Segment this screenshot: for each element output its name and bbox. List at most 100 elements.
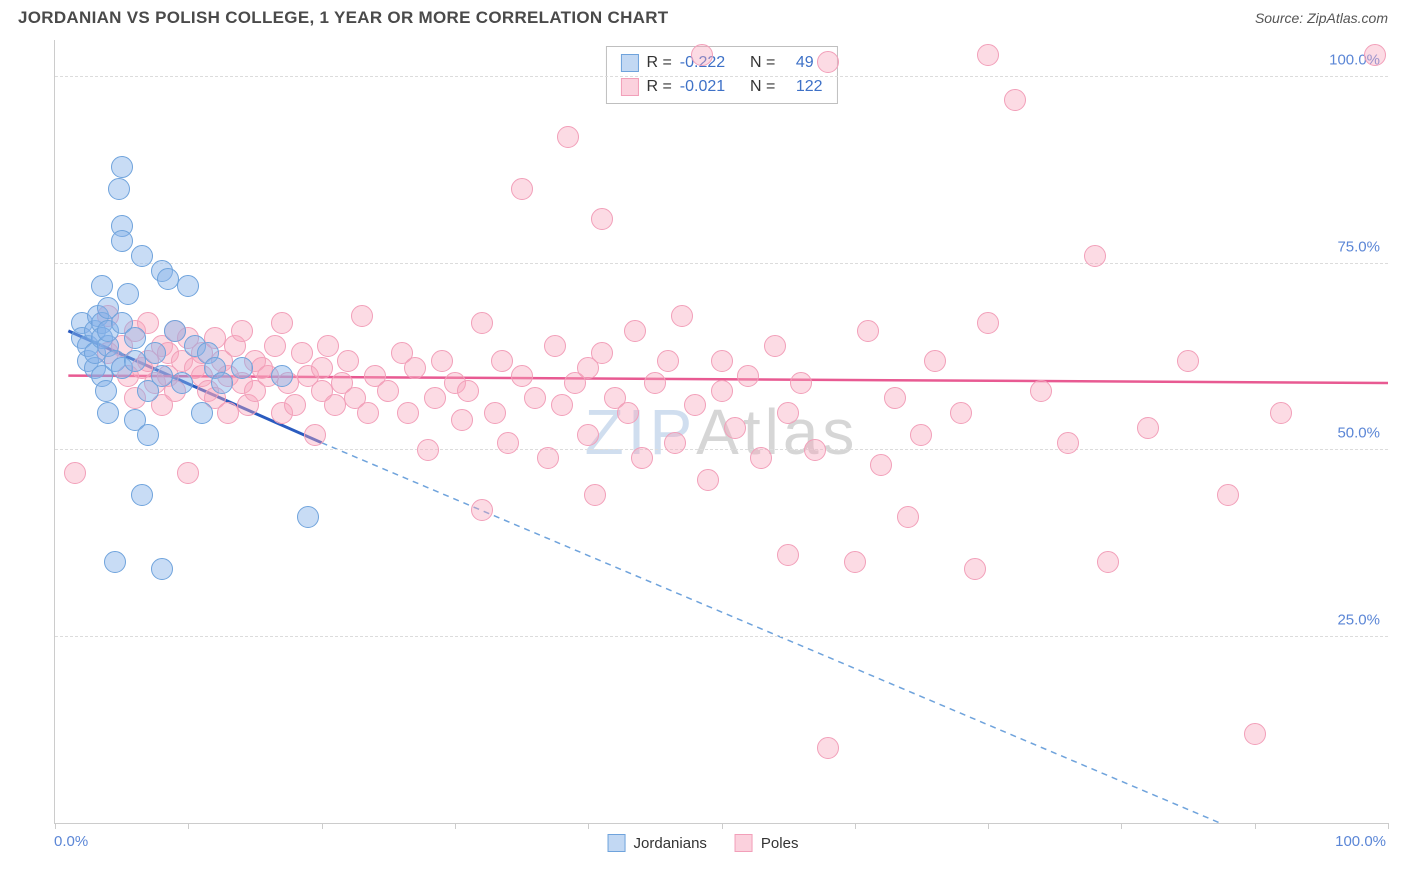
data-point-poles (284, 394, 306, 416)
data-point-poles (424, 387, 446, 409)
data-point-poles (884, 387, 906, 409)
legend-label: Jordanians (634, 835, 707, 852)
data-point-poles (471, 312, 493, 334)
data-point-poles (664, 432, 686, 454)
data-point-poles (964, 558, 986, 580)
data-point-poles (1137, 417, 1159, 439)
data-point-jordanians (131, 484, 153, 506)
legend-n-label: N = (750, 75, 775, 99)
legend-swatch (620, 78, 638, 96)
legend-swatch (608, 834, 626, 852)
gridline-h (55, 76, 1388, 77)
data-point-poles (870, 454, 892, 476)
x-tick (1255, 823, 1256, 829)
x-tick (855, 823, 856, 829)
legend-n-label: N = (750, 51, 775, 75)
legend-n-value: 122 (796, 75, 823, 99)
data-point-poles (631, 447, 653, 469)
data-point-poles (497, 432, 519, 454)
data-point-poles (264, 335, 286, 357)
data-point-poles (551, 394, 573, 416)
data-point-jordanians (111, 230, 133, 252)
data-point-poles (817, 737, 839, 759)
data-point-jordanians (111, 156, 133, 178)
data-point-poles (177, 462, 199, 484)
data-point-poles (351, 305, 373, 327)
data-point-poles (750, 447, 772, 469)
legend-stats-row-poles: R =-0.021 N = 122 (620, 75, 822, 99)
data-point-jordanians (131, 245, 153, 267)
chart-container: College, 1 year or more ZIPAtlas R =-0.2… (18, 40, 1388, 852)
data-point-jordanians (104, 551, 126, 573)
legend-bottom: Jordanians Poles (608, 834, 799, 852)
data-point-poles (737, 365, 759, 387)
x-tick (588, 823, 589, 829)
data-point-poles (457, 380, 479, 402)
data-point-poles (1217, 484, 1239, 506)
legend-item-poles: Poles (735, 834, 799, 852)
data-point-poles (1030, 380, 1052, 402)
data-point-poles (357, 402, 379, 424)
data-point-poles (417, 439, 439, 461)
data-point-poles (311, 357, 333, 379)
data-point-poles (697, 469, 719, 491)
chart-source: Source: ZipAtlas.com (1255, 10, 1388, 26)
data-point-jordanians (211, 372, 233, 394)
data-point-poles (591, 342, 613, 364)
data-point-poles (404, 357, 426, 379)
data-point-poles (491, 350, 513, 372)
data-point-poles (291, 342, 313, 364)
x-axis-label-min: 0.0% (54, 833, 88, 850)
data-point-jordanians (171, 372, 193, 394)
data-point-jordanians (117, 283, 139, 305)
x-tick (722, 823, 723, 829)
data-point-poles (471, 499, 493, 521)
data-point-poles (317, 335, 339, 357)
data-point-jordanians (124, 327, 146, 349)
data-point-poles (544, 335, 566, 357)
data-point-poles (790, 372, 812, 394)
x-tick (1388, 823, 1389, 829)
data-point-poles (777, 544, 799, 566)
data-point-poles (397, 402, 419, 424)
data-point-poles (804, 439, 826, 461)
data-point-poles (897, 506, 919, 528)
data-point-jordanians (108, 178, 130, 200)
data-point-poles (584, 484, 606, 506)
gridline-h (55, 636, 1388, 637)
data-point-jordanians (164, 320, 186, 342)
data-point-poles (524, 387, 546, 409)
data-point-jordanians (151, 365, 173, 387)
legend-item-jordanians: Jordanians (608, 834, 707, 852)
data-point-poles (711, 380, 733, 402)
data-point-poles (231, 320, 253, 342)
legend-swatch (735, 834, 753, 852)
data-point-poles (324, 394, 346, 416)
data-point-poles (557, 126, 579, 148)
data-point-poles (624, 320, 646, 342)
data-point-jordanians (124, 350, 146, 372)
data-point-jordanians (91, 275, 113, 297)
x-tick (1121, 823, 1122, 829)
data-point-poles (950, 402, 972, 424)
legend-label: Poles (761, 835, 799, 852)
y-tick-label: 25.0% (1337, 611, 1380, 628)
x-tick (988, 823, 989, 829)
data-point-poles (217, 402, 239, 424)
legend-r-label: R = (646, 51, 671, 75)
legend-r-label: R = (646, 75, 671, 99)
legend-n-value: 49 (796, 51, 814, 75)
legend-stats-box: R =-0.222 N = 49R =-0.021 N = 122 (605, 46, 837, 104)
data-point-poles (1177, 350, 1199, 372)
data-point-jordanians (157, 268, 179, 290)
data-point-poles (511, 365, 533, 387)
data-point-poles (271, 312, 293, 334)
data-point-poles (657, 350, 679, 372)
x-axis-label-max: 100.0% (1335, 833, 1386, 850)
data-point-poles (1364, 44, 1386, 66)
data-point-poles (511, 178, 533, 200)
data-point-poles (451, 409, 473, 431)
data-point-poles (764, 335, 786, 357)
data-point-poles (1004, 89, 1026, 111)
data-point-poles (64, 462, 86, 484)
